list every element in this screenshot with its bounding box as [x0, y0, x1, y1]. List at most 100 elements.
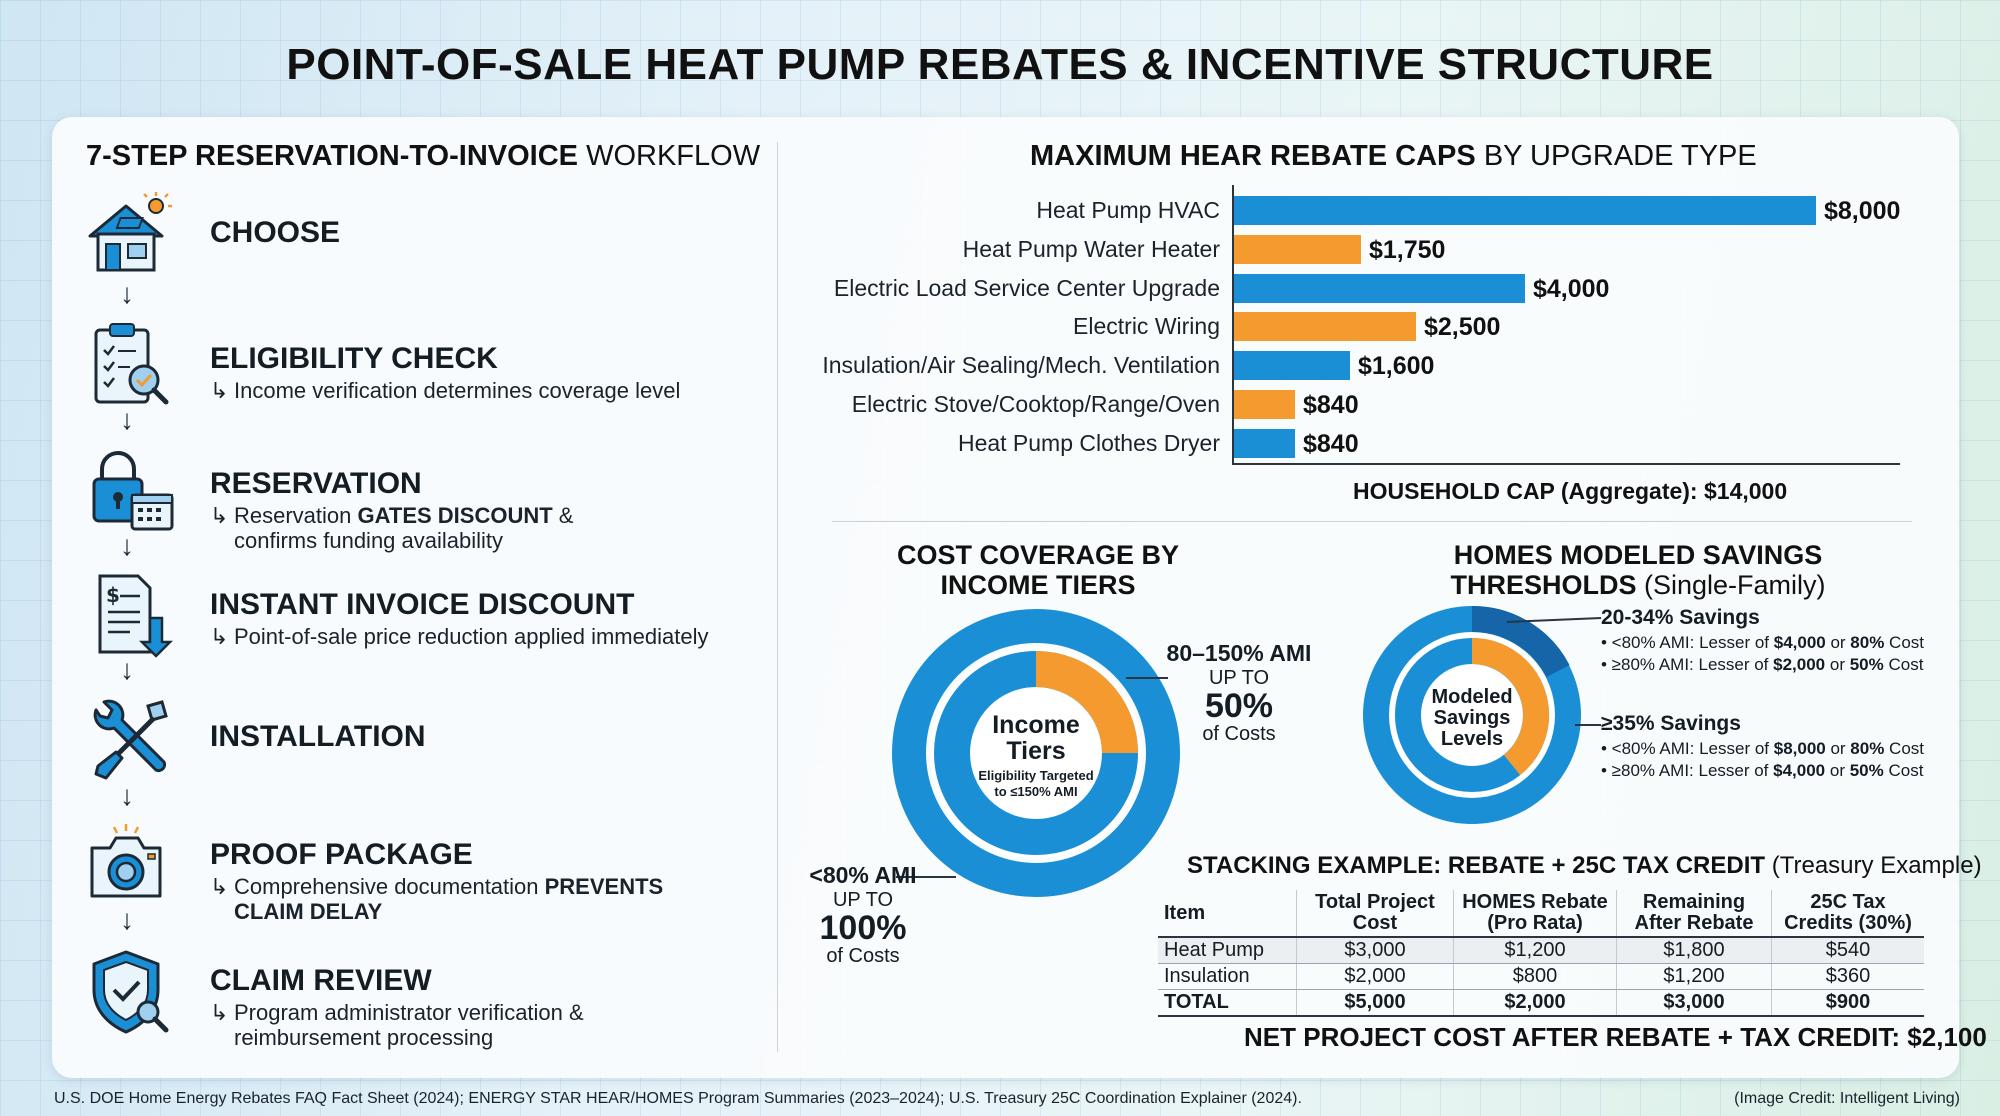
stacking-title-bold: STACKING EXAMPLE: REBATE + 25C TAX CREDI… [1187, 852, 1766, 879]
step-claim-review: CLAIM REVIEW ↳ Program administrator veri… [86, 950, 776, 1060]
return-arrow-icon: ↳ [210, 378, 229, 403]
income-outer-ring [892, 609, 1180, 897]
step-reservation: RESERVATION ↳ Reservation GATES DISCOUNT … [86, 447, 776, 557]
house-sun-icon [86, 192, 176, 278]
chart-title-bold: MAXIMUM HEAR REBATE CAPS [1030, 140, 1476, 172]
tier-low-pct: 100% [819, 909, 907, 947]
return-arrow-icon: ↳ [210, 624, 229, 649]
table-cell: $1,200 [1616, 963, 1772, 990]
income-donut [892, 609, 1180, 897]
bar [1234, 273, 1525, 303]
bar-category-label: Electric Stove/Cooktop/Range/Oven [851, 391, 1220, 417]
tier-high-up: UP TO [1208, 667, 1270, 689]
return-arrow-icon: ↳ [210, 874, 229, 899]
step-name: PROOF PACKAGE [210, 838, 473, 871]
table-cell: Insulation [1158, 963, 1297, 990]
homes-tier1-line: • <80% AMI: Lesser of $4,000 or 80% Cost [1601, 633, 1925, 652]
bar [1234, 312, 1416, 342]
income-tiers-title: COST COVERAGE BY INCOME TIERS [858, 540, 1218, 600]
homes-tier2-segment [1471, 638, 1550, 776]
income-tier-high-segment [1035, 651, 1138, 754]
column-header: Remaining After Rebate [1616, 890, 1772, 938]
column-header: Item [1158, 890, 1297, 938]
workflow-title-light: WORKFLOW [586, 140, 761, 172]
homes-title-light: (Single-Family) [1636, 570, 1826, 600]
income-title-line: INCOME TIERS [940, 570, 1136, 600]
step-desc-emphasis: PREVENTS [544, 874, 664, 899]
income-center-line: Tiers [1006, 737, 1066, 765]
bar [1234, 390, 1295, 419]
bar-category-label: Insulation/Air Sealing/Mech. Ventilation [822, 352, 1220, 379]
bar-category-label: Heat Pump Water Heater [962, 235, 1220, 262]
income-center-note: to ≤150% AMI [994, 784, 1078, 799]
bar-category-label: Electric Load Service Center Upgrade [833, 274, 1220, 301]
donut-center [971, 688, 1101, 818]
tier-low-annotation: <80% AMI UP TO 100% of Costs [798, 862, 928, 967]
table-cell: $540 [1771, 937, 1924, 964]
down-arrow-icon: ↓ [120, 530, 134, 561]
step-desc-text: Comprehensive documentation [234, 874, 545, 899]
table-cell: $900 [1771, 989, 1924, 1017]
stacking-title-light: (Treasury Example) [1765, 852, 1982, 879]
stacking-title: STACKING EXAMPLE: REBATE + 25C TAX CREDI… [1187, 852, 1982, 880]
income-center-note: Eligibility Targeted [978, 768, 1094, 783]
leader-line [1126, 677, 1168, 679]
down-arrow-icon: ↓ [120, 904, 134, 935]
y-axis-line [1232, 185, 1234, 465]
down-arrow-icon: ↓ [120, 278, 134, 309]
bar-category-label: Electric Wiring [1073, 313, 1220, 340]
wrench-screwdriver-icon [86, 698, 176, 784]
table-cell: $1,800 [1616, 937, 1772, 964]
homes-tier1-segment [1471, 605, 1570, 678]
chart-title-light: BY UPGRADE TYPE [1483, 140, 1757, 172]
step-name: CLAIM REVIEW [210, 964, 432, 997]
invoice-download-icon: $ [86, 572, 176, 658]
tier-low-of: of Costs [826, 945, 900, 967]
workflow-title: 7-STEP RESERVATION-TO-INVOICE WORKFLOW [86, 140, 760, 173]
down-arrow-icon: ↓ [120, 780, 134, 811]
bar-value-label: $1,600 [1358, 352, 1435, 381]
table-cell: Heat Pump [1158, 937, 1297, 964]
homes-tier1: 20-34% Savings • <80% AMI: Lesser of $4,… [1601, 606, 1924, 676]
bar [1234, 234, 1361, 264]
tier-low-label: <80% AMI [809, 862, 917, 888]
income-donut-center-text: Income Tiers Eligibility Targeted to ≤15… [958, 712, 1114, 800]
bar-value-label: $8,000 [1824, 197, 1901, 225]
tier-high-of: of Costs [1202, 723, 1276, 745]
clipboard-check-icon [86, 322, 176, 408]
step-desc: ↳ Reservation GATES DISCOUNT & confirms fu… [210, 503, 573, 553]
svg-text:$: $ [106, 583, 120, 607]
bar-value-label: $2,500 [1424, 313, 1501, 342]
bar [1234, 196, 1816, 225]
step-proof-package: PROOF PACKAGE ↳ Comprehensive documentati… [86, 822, 776, 932]
bar-value-label: $1,750 [1369, 235, 1446, 264]
vertical-divider [777, 142, 778, 1052]
step-installation: INSTALLATION [86, 698, 776, 798]
homes-tier2-label: ≥35% Savings [1601, 712, 1741, 735]
homes-center-line: Levels [1440, 728, 1504, 750]
step-name: INSTALLATION [210, 720, 426, 753]
homes-leader-lines [1506, 617, 1602, 726]
column-header: HOMES Rebate (Pro Rata) [1453, 890, 1617, 938]
stacking-table: Item Total Project Cost HOMES Rebate (Pro … [1158, 890, 1924, 1017]
lock-calendar-icon [86, 447, 176, 533]
table-header-row: Item Total Project Cost HOMES Rebate (Pro … [1158, 890, 1924, 938]
x-axis-line [1232, 463, 1900, 465]
down-arrow-icon: ↓ [120, 654, 134, 685]
income-center-line: Income [992, 711, 1080, 739]
homes-tier2-line: • ≥80% AMI: Lesser of $4,000 or 50% Cost [1601, 761, 1924, 780]
step-desc: ↳ Program administrator verification & rei… [210, 1000, 584, 1050]
bar-value-label: $840 [1303, 391, 1359, 419]
homes-title-bold: THRESHOLDS [1450, 570, 1637, 600]
step-desc-line: reimbursement processing [234, 1025, 494, 1050]
step-desc: ↳ Point-of-sale price reduction applied i… [210, 624, 708, 649]
step-desc: ↳ Comprehensive documentation PREVENTS CLA… [210, 874, 663, 924]
ring-separator [1390, 633, 1554, 797]
step-desc-line: Point-of-sale price reduction applied im… [234, 624, 709, 649]
step-name: INSTANT INVOICE DISCOUNT [210, 588, 635, 621]
net-project-cost: NET PROJECT COST AFTER REBATE + TAX CRED… [1244, 1022, 1987, 1052]
homes-donut [1363, 605, 1581, 824]
tier-high-label: 80–150% AMI [1166, 640, 1312, 666]
bar-value-label: $4,000 [1533, 274, 1610, 303]
homes-tier2: ≥35% Savings • <80% AMI: Lesser of $8,00… [1601, 712, 1924, 782]
